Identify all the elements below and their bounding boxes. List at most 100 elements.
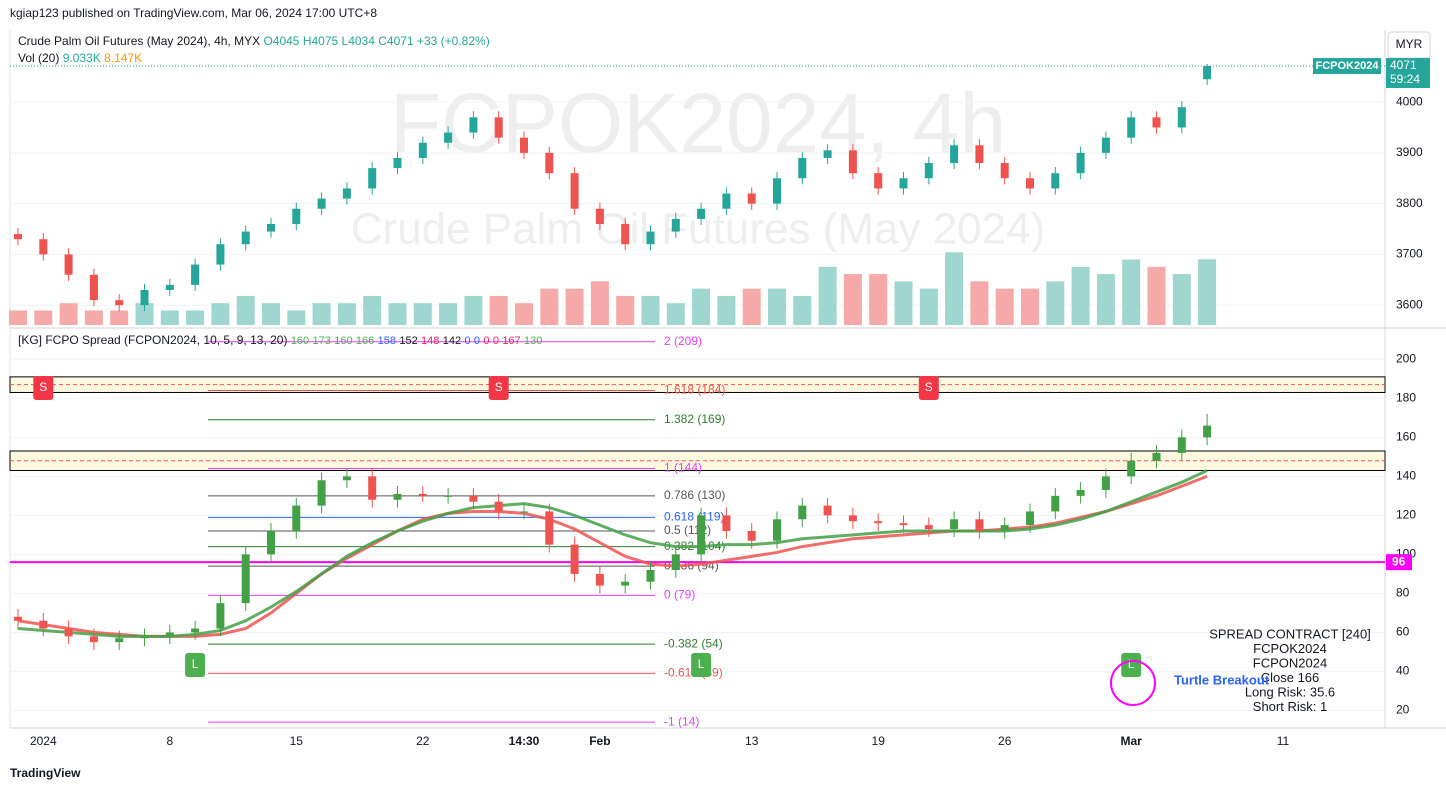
- info-line: FCPON2024: [1253, 655, 1327, 670]
- candle-body: [1152, 452, 1161, 461]
- candle-body: [494, 117, 503, 138]
- candle-body: [848, 150, 857, 174]
- y-tick-label: 20: [1396, 703, 1410, 717]
- candle-body: [1152, 117, 1161, 128]
- volume-bar: [818, 266, 837, 325]
- candle-body: [393, 157, 402, 169]
- y-tick-label: 3700: [1396, 247, 1423, 261]
- candle-body: [924, 525, 933, 530]
- ohlc-value: O4045: [263, 34, 299, 48]
- fib-label: 1 (144): [664, 461, 702, 475]
- x-tick-label: 22: [416, 734, 430, 748]
- candle-body: [494, 501, 503, 512]
- info-line: Close 166: [1261, 670, 1320, 685]
- candle-body: [140, 289, 149, 306]
- candle-body: [267, 530, 275, 555]
- currency-button[interactable]: [1387, 31, 1431, 59]
- candle-body: [317, 480, 326, 506]
- candle-body: [975, 145, 984, 164]
- indicator-value: 160: [334, 335, 352, 347]
- candle-body: [191, 264, 200, 285]
- indicator-value: 130: [524, 335, 542, 347]
- indicator-title: [KG] FCPO Spread (FCPON2024, 10, 5, 9, 1…: [18, 333, 542, 347]
- volume-bar: [515, 303, 533, 325]
- candle-body: [798, 157, 807, 179]
- candle-body: [747, 193, 756, 204]
- volume-legend: Vol (20) 9.033K 8.147K: [18, 51, 142, 65]
- volume-bar: [464, 295, 483, 325]
- info-line: Short Risk: 1: [1253, 699, 1327, 714]
- volume-bar: [84, 310, 103, 325]
- signal-label: S: [925, 380, 933, 394]
- candle-body: [595, 208, 604, 224]
- volume-bar: [793, 295, 812, 325]
- volume-bar: [616, 295, 635, 325]
- y-tick-label: 180: [1396, 390, 1416, 404]
- indicator-name: [KG] FCPO Spread (FCPON2024, 10, 5, 9, 1…: [18, 333, 287, 347]
- signal-label: S: [39, 380, 47, 394]
- candle-body: [342, 476, 351, 481]
- volume-bar: [692, 288, 711, 325]
- candle-body: [646, 231, 655, 245]
- candle-body: [1076, 490, 1085, 496]
- volume-bar: [287, 310, 306, 325]
- candle-body: [1203, 66, 1212, 80]
- candle-body: [773, 178, 781, 204]
- y-tick-label: 200: [1396, 351, 1416, 365]
- candle-body: [1127, 117, 1136, 138]
- indicator-value: 160: [291, 335, 309, 347]
- volume-bar: [1096, 274, 1115, 325]
- candle-body: [444, 132, 453, 143]
- x-tick-label: 14:30: [509, 734, 540, 748]
- candle-body: [1177, 107, 1186, 128]
- candle-body: [469, 117, 478, 133]
- last-price-tag: [1386, 58, 1430, 89]
- candle-body: [368, 168, 377, 189]
- volume-bar: [869, 274, 888, 325]
- volume-bar: [135, 303, 154, 325]
- info-line: Long Risk: 35.6: [1245, 684, 1335, 699]
- candle-body: [1203, 425, 1212, 438]
- fib-label: 0.618 (119): [664, 509, 725, 523]
- candle-body: [621, 223, 630, 245]
- candle-body: [1076, 152, 1085, 174]
- indicator-value: 0: [493, 335, 499, 347]
- volume-bar: [211, 303, 230, 325]
- candle-body: [595, 573, 604, 586]
- fib-label: -0.382 (54): [664, 636, 723, 650]
- indicator-value: 158: [378, 335, 396, 347]
- y-tick-label: 80: [1396, 586, 1410, 600]
- volume-value: 9.033K: [63, 51, 101, 65]
- candle-body: [520, 511, 528, 513]
- fib-label: 0.786 (130): [664, 488, 725, 502]
- candle-body: [115, 638, 124, 643]
- symbol-label: FCPOK2024: [1316, 60, 1380, 72]
- volume-bar: [160, 310, 179, 325]
- candle-body: [165, 284, 174, 290]
- volume-bar: [59, 303, 78, 325]
- volume-bar: [489, 295, 508, 325]
- candle-body: [722, 193, 731, 209]
- candle-body: [342, 188, 351, 199]
- moving-average: [17, 469, 1208, 638]
- signal-marker: [918, 376, 939, 400]
- candle-body: [39, 620, 48, 629]
- ohlc-value: L4034: [342, 34, 376, 48]
- volume-bar: [540, 288, 559, 325]
- candle-body: [191, 628, 200, 633]
- volume-bar: [337, 303, 356, 325]
- currency: MYR: [1396, 37, 1423, 51]
- x-tick-label: 8: [166, 734, 173, 748]
- candle-body: [89, 274, 98, 301]
- volume-bar: [312, 303, 331, 325]
- volume-value: Vol (20): [18, 51, 59, 65]
- candle-body: [1177, 437, 1186, 453]
- fib-label: 1.382 (169): [664, 412, 725, 426]
- volume-bar: [1021, 288, 1039, 325]
- candle-body: [899, 523, 908, 526]
- info-line: FCPOK2024: [1253, 641, 1327, 656]
- candle-body: [848, 515, 857, 522]
- legend-title: Crude Palm Oil Futures (May 2024), 4h, M…: [18, 34, 490, 48]
- y-tick-label: 140: [1396, 469, 1416, 483]
- indicator-value: 0: [483, 335, 489, 347]
